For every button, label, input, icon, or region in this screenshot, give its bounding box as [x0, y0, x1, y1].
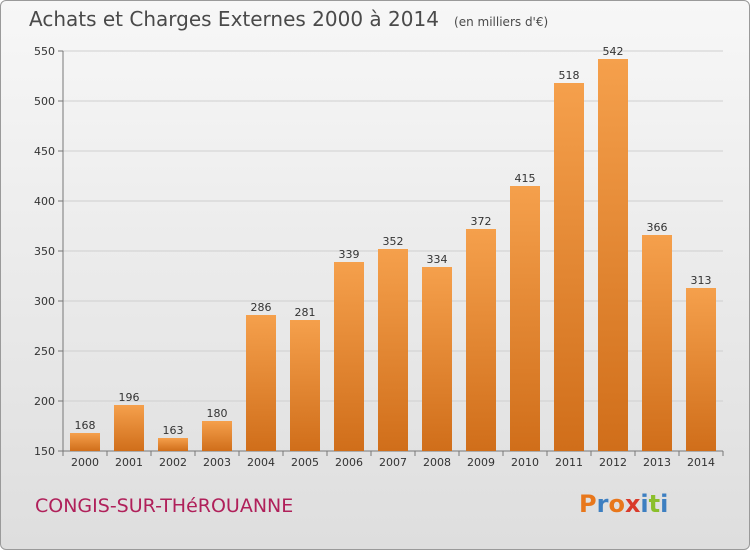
y-tick-label: 250 — [34, 345, 55, 358]
y-tick-label: 350 — [34, 245, 55, 258]
bar — [334, 262, 364, 451]
bar-value-label: 542 — [603, 45, 624, 58]
x-tick-label: 2010 — [511, 456, 539, 469]
bar-value-label: 196 — [119, 391, 140, 404]
bar-value-label: 286 — [251, 301, 272, 314]
labels: 168 2000 196 2001 163 2002 180 2003 286 2004 281 20… — [71, 45, 715, 469]
bar-value-label: 334 — [427, 253, 448, 266]
chart-subtitle: (en milliers d'€) — [454, 15, 549, 29]
brand-letter: o — [608, 490, 625, 518]
bar — [466, 229, 496, 451]
x-tick-label: 2000 — [71, 456, 99, 469]
bar — [598, 59, 628, 451]
bar — [70, 433, 100, 451]
brand-letter: i — [640, 490, 649, 518]
x-tick-label: 2002 — [159, 456, 187, 469]
y-tick-label: 200 — [34, 395, 55, 408]
x-tick-label: 2009 — [467, 456, 495, 469]
y-tick-label: 450 — [34, 145, 55, 158]
x-tick-label: 2003 — [203, 456, 231, 469]
proxiti-logo: Proxiti — [579, 490, 668, 518]
bar-value-label: 281 — [295, 306, 316, 319]
bar-value-label: 168 — [75, 419, 96, 432]
bar — [114, 405, 144, 451]
x-tick-label: 2012 — [599, 456, 627, 469]
x-tick-label: 2001 — [115, 456, 143, 469]
chart-title: Achats et Charges Externes 2000 à 2014 (… — [29, 7, 548, 31]
bar-value-label: 180 — [207, 407, 228, 420]
bar-value-label: 415 — [515, 172, 536, 185]
bar — [422, 267, 452, 451]
x-tick-label: 2008 — [423, 456, 451, 469]
bar — [642, 235, 672, 451]
bar-value-label: 352 — [383, 235, 404, 248]
x-tick-label: 2005 — [291, 456, 319, 469]
bar — [510, 186, 540, 451]
x-tick-label: 2014 — [687, 456, 715, 469]
bar-value-label: 366 — [647, 221, 668, 234]
bars — [70, 59, 716, 451]
brand-letter: t — [648, 490, 661, 518]
x-tick-label: 2007 — [379, 456, 407, 469]
x-tick-label: 2004 — [247, 456, 275, 469]
bar — [378, 249, 408, 451]
y-tick-label: 300 — [34, 295, 55, 308]
bar — [158, 438, 188, 451]
x-tick-label: 2006 — [335, 456, 363, 469]
commune-name: CONGIS-SUR-THéROUANNE — [35, 495, 294, 517]
y-tick-label: 550 — [34, 45, 55, 58]
bar-value-label: 339 — [339, 248, 360, 261]
bar-value-label: 518 — [559, 69, 580, 82]
y-tick-label: 400 — [34, 195, 55, 208]
x-tick-label: 2011 — [555, 456, 583, 469]
y-tick-label: 150 — [34, 445, 55, 458]
brand-letter: x — [624, 490, 641, 518]
bar — [554, 83, 584, 451]
bar — [246, 315, 276, 451]
bar — [686, 288, 716, 451]
bar — [202, 421, 232, 451]
bar-value-label: 163 — [163, 424, 184, 437]
bar-value-label: 313 — [691, 274, 712, 287]
y-tick-label: 500 — [34, 95, 55, 108]
x-tick-label: 2013 — [643, 456, 671, 469]
brand-letter: P — [579, 490, 597, 518]
brand-letter: r — [596, 490, 609, 518]
bar-value-label: 372 — [471, 215, 492, 228]
brand-letter: i — [660, 490, 669, 518]
chart-title-text: Achats et Charges Externes 2000 à 2014 — [29, 7, 439, 31]
bar — [290, 320, 320, 451]
